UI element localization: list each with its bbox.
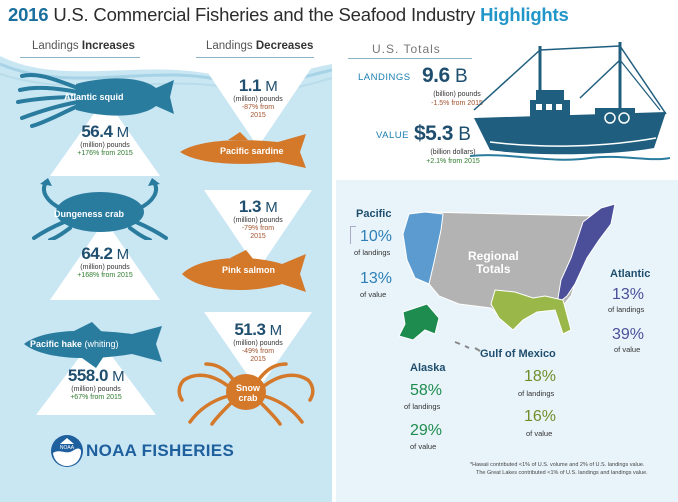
page-title: 2016 U.S. Commercial Fisheries and the S… bbox=[8, 4, 569, 25]
decrease-3-stat: 51.3 M (million) pounds -49% from 2015 bbox=[233, 320, 283, 363]
noaa-fisheries-logo: NOAA FISHERIES bbox=[86, 441, 235, 460]
decrease-triangle-2 bbox=[204, 190, 312, 270]
gulf-value-desc: of value bbox=[526, 429, 553, 438]
pacific-value-desc: of value bbox=[360, 290, 387, 299]
value-label: VALUE bbox=[376, 130, 409, 141]
atlantic-landings-desc: of landings bbox=[608, 305, 645, 314]
regional-totals-label: Regional Totals bbox=[468, 249, 519, 276]
sardine-icon bbox=[180, 132, 306, 168]
increase-3-stat: 558.0 M (million) pounds +67% from 2015 bbox=[67, 366, 125, 401]
pacific-landings: 10% bbox=[360, 228, 393, 245]
alaska-landings: 58% bbox=[410, 382, 443, 399]
footnote-great-lakes: The Great Lakes contributed <1% of U.S. … bbox=[476, 470, 648, 476]
us-map bbox=[398, 203, 616, 352]
increases-underline bbox=[20, 57, 140, 58]
decrease-2-name: Pink salmon bbox=[222, 265, 276, 275]
alaska-region bbox=[398, 303, 440, 341]
squid-icon bbox=[16, 73, 174, 128]
pacific-value: 13% bbox=[360, 270, 393, 287]
us-totals-underline bbox=[348, 58, 472, 59]
pacific-landings-desc: of landings bbox=[354, 248, 391, 257]
increase-triangle-1 bbox=[50, 98, 160, 176]
gulf-name: Gulf of Mexico bbox=[480, 348, 556, 360]
atlantic-value: 39% bbox=[612, 326, 645, 343]
decreases-header: Landings Decreases bbox=[206, 40, 314, 52]
alaska-name: Alaska bbox=[410, 362, 446, 374]
value-value: $5.3 B bbox=[414, 122, 471, 145]
fishing-boat-icon bbox=[470, 42, 670, 161]
increase-1-name: Atlantic squid bbox=[64, 92, 124, 102]
atlantic-landings: 13% bbox=[612, 286, 645, 303]
increase-1-stat: 56.4 M (million) pounds +176% from 2015 bbox=[77, 122, 133, 157]
decrease-triangle-3 bbox=[204, 312, 312, 390]
increase-2-name: Dungeness crab bbox=[54, 209, 125, 219]
gulf-value: 16% bbox=[524, 408, 557, 425]
noaa-logo-icon: NOAA bbox=[51, 435, 83, 467]
alaska-value: 29% bbox=[410, 422, 443, 439]
landings-desc: (billion) pounds bbox=[433, 91, 481, 98]
atlantic-name: Atlantic bbox=[610, 268, 651, 280]
crab-icon bbox=[32, 178, 168, 240]
increase-2-stat: 64.2 M (million) pounds +168% from 2015 bbox=[77, 244, 133, 279]
increase-triangle-2 bbox=[50, 220, 160, 300]
gulf-region bbox=[490, 289, 572, 335]
snow-crab-icon bbox=[177, 362, 315, 426]
footnote-hawaii: *Hawaii contributed <1% of U.S. volume a… bbox=[470, 462, 645, 468]
salmon-icon bbox=[182, 250, 306, 292]
value-desc: (billion dollars) bbox=[430, 149, 476, 156]
atlantic-region bbox=[556, 203, 616, 306]
landings-value: 9.6 B bbox=[422, 64, 468, 87]
increase-triangle-3 bbox=[36, 335, 156, 415]
decrease-2-stat: 1.3 M (million) pounds -79% from 2015 bbox=[233, 197, 283, 240]
us-totals-title: U.S. Totals bbox=[372, 42, 441, 56]
decreases-underline bbox=[196, 57, 314, 58]
landings-label: LANDINGS bbox=[358, 72, 411, 83]
decrease-triangle-1 bbox=[204, 67, 312, 147]
noaa-logo-text: NOAA bbox=[60, 445, 75, 451]
alaska-landings-desc: of landings bbox=[404, 402, 441, 411]
decrease-1-stat: 1.1 M (million) pounds -87% from 2015 bbox=[233, 76, 283, 119]
atlantic-value-desc: of value bbox=[614, 345, 641, 354]
decrease-3-name: Snow crab bbox=[236, 383, 260, 403]
gulf-landings: 18% bbox=[524, 368, 557, 385]
pacific-region bbox=[402, 211, 444, 285]
increases-header: Landings Increases bbox=[32, 40, 135, 52]
pacific-name: Pacific bbox=[356, 208, 392, 220]
value-change: +2.1% from 2015 bbox=[426, 158, 480, 165]
wave-decoration bbox=[0, 34, 332, 92]
pacific-bracket bbox=[350, 226, 356, 244]
increase-3-name: Pacific hake (whiting) bbox=[30, 339, 119, 349]
hake-icon bbox=[24, 322, 162, 368]
decrease-1-name: Pacific sardine bbox=[220, 146, 284, 156]
landings-change: -1.5% from 2015 bbox=[431, 100, 483, 107]
alaska-value-desc: of value bbox=[410, 442, 437, 451]
gulf-landings-desc: of landings bbox=[518, 389, 555, 398]
